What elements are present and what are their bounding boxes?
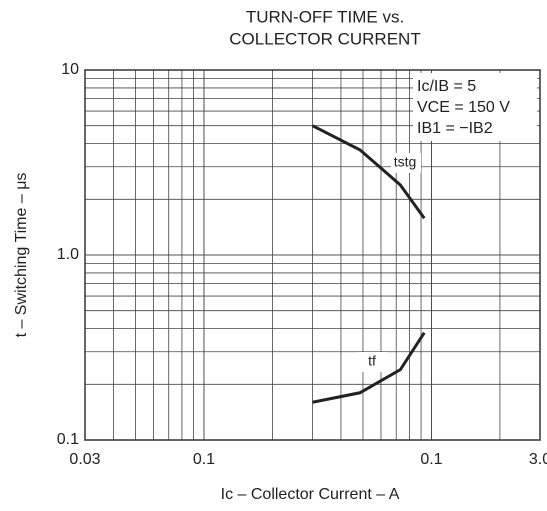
x-tick-label: 3.0 bbox=[529, 451, 547, 468]
x-tick-label: 0.1 bbox=[420, 451, 442, 468]
y-axis-label: t – Switching Time – μs bbox=[13, 173, 30, 338]
chart-title: TURN-OFF TIME vs. bbox=[246, 7, 404, 26]
x-tick-label: 0.1 bbox=[193, 451, 215, 468]
annotation: VCE = 150 V bbox=[417, 99, 510, 116]
legend-bg bbox=[358, 352, 388, 372]
legend-bg bbox=[391, 153, 421, 173]
annotation: IB1 = −IB2 bbox=[417, 120, 493, 137]
chart-subtitle: COLLECTOR CURRENT bbox=[229, 29, 420, 48]
line-series bbox=[311, 124, 426, 220]
annotation-box bbox=[413, 73, 537, 141]
x-axis-label: Ic – Collector Current – A bbox=[221, 486, 400, 503]
legend-label: tf bbox=[368, 353, 376, 369]
x-tick-label: 0.03 bbox=[69, 451, 100, 468]
legend-label: tstg bbox=[394, 154, 417, 170]
y-tick-label: 10 bbox=[61, 61, 79, 78]
annotation: Ic/IB = 5 bbox=[417, 78, 476, 95]
line-series bbox=[312, 331, 426, 404]
y-tick-label: 1.0 bbox=[57, 246, 79, 263]
y-tick-label: 0.1 bbox=[57, 431, 79, 448]
